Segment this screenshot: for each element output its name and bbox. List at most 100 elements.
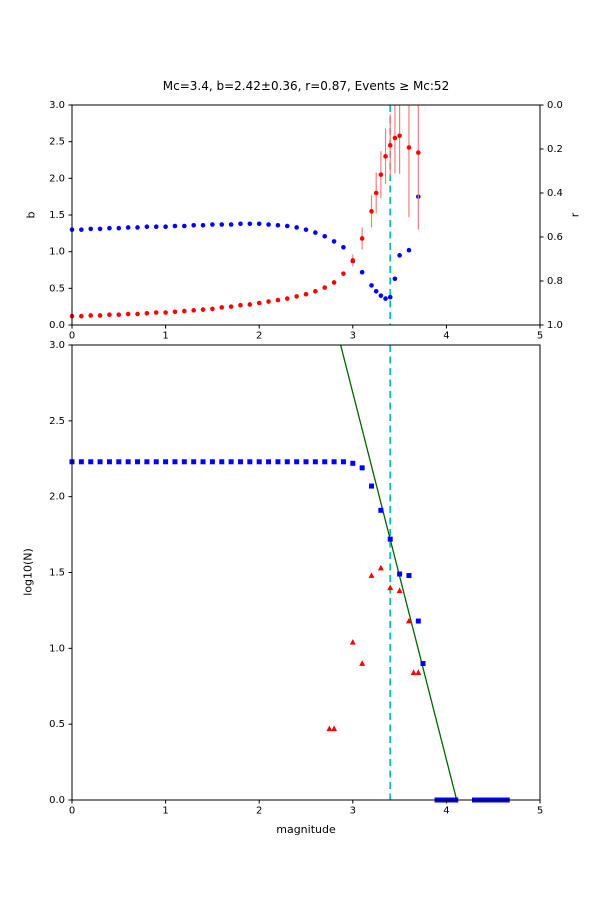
cumulative-counts-point xyxy=(331,459,337,465)
cumulative-counts-point xyxy=(415,618,421,624)
r-residual-vs-cutoff-point xyxy=(383,154,388,159)
r-residual-vs-cutoff-point xyxy=(200,307,206,312)
fmd-plot-xtick-label: 5 xyxy=(537,805,543,816)
r-residual-vs-cutoff-point xyxy=(135,311,140,317)
r-residual-vs-cutoff-point xyxy=(238,302,243,308)
b-value-vs-cutoff-point xyxy=(135,225,140,230)
cumulative-counts-point xyxy=(359,465,365,471)
r-residual-vs-cutoff-point xyxy=(284,296,290,301)
b-value-vs-cutoff-point xyxy=(191,222,196,228)
fmd-plot-ytick-label: 0.5 xyxy=(49,719,65,730)
bvalue-plot-xtick-label: 2 xyxy=(256,330,262,341)
cumulative-counts-point xyxy=(135,459,141,465)
cumulative-counts-point xyxy=(106,459,112,465)
b-value-vs-cutoff-point xyxy=(313,230,318,235)
bvalue-plot-right-ytick-label: 0.4 xyxy=(547,188,563,199)
noncumulative-counts-series xyxy=(326,564,422,732)
cumulative-counts-point xyxy=(275,459,281,465)
b-value-vs-cutoff-point xyxy=(284,223,290,229)
noncumulative-counts-point xyxy=(405,617,412,624)
bvalue-plot-ytick-label: 0.0 xyxy=(49,320,65,331)
bvalue-plot-right-ytick-label: 0.6 xyxy=(547,232,563,243)
b-value-vs-cutoff-point xyxy=(373,288,379,294)
cumulative-counts-point xyxy=(406,573,412,579)
r-residual-vs-cutoff-point xyxy=(210,306,215,312)
r-residual-vs-cutoff-point xyxy=(116,312,122,318)
fmd-plot-xtick-label: 3 xyxy=(350,805,356,816)
b-value-vs-cutoff-point xyxy=(107,225,112,231)
cumulative-counts-point xyxy=(284,459,290,465)
r-residual-vs-cutoff-point xyxy=(294,294,299,299)
fmd-plot: 0 1 2 3 4 5 0.0 0.5 1.0 1.5 2.0 2.5 3.0 xyxy=(49,340,543,816)
chart-title: Mc=3.4, b=2.42±0.36, r=0.87, Events ≥ Mc… xyxy=(162,79,450,93)
cumulative-counts-point xyxy=(237,459,243,465)
fmd-plot-ytick-label: 1.5 xyxy=(49,568,65,579)
fmd-plot-xtick-label: 0 xyxy=(69,805,75,816)
b-value-vs-cutoff-point xyxy=(125,225,131,230)
cumulative-counts-point xyxy=(266,459,272,465)
b-value-vs-cutoff-point xyxy=(341,244,346,250)
r-residual-vs-cutoff-point xyxy=(247,302,253,307)
b-value-vs-cutoff-point xyxy=(116,225,122,231)
cumulative-counts-point xyxy=(172,459,178,465)
cumulative-counts-point xyxy=(97,459,103,465)
r-residual-vs-cutoff-point xyxy=(373,190,379,196)
r-residual-vs-cutoff-point xyxy=(303,291,309,297)
cumulative-counts-point xyxy=(303,459,309,465)
top-plot-ylabel-right: r xyxy=(568,212,582,218)
r-residual-vs-cutoff-point xyxy=(153,310,159,315)
bvalue-plot-xtick-label: 3 xyxy=(350,330,356,341)
r-residual-vs-cutoff-point xyxy=(397,133,402,139)
b-value-vs-cutoff-point xyxy=(266,222,271,227)
cumulative-counts-point xyxy=(322,459,328,465)
b-value-vs-cutoff-point xyxy=(256,221,262,227)
r-residual-vs-cutoff-point xyxy=(79,313,84,319)
r-residual-vs-cutoff-point xyxy=(387,143,393,148)
bvalue-plot-xtick-label: 0 xyxy=(69,330,75,341)
r-residual-vs-cutoff-point xyxy=(228,304,234,309)
bvalue-plot-xtick-label: 1 xyxy=(162,330,168,341)
cumulative-counts-point xyxy=(200,459,206,465)
r-residual-vs-cutoff-point xyxy=(378,172,384,177)
r-residual-vs-cutoff-point xyxy=(256,300,262,306)
cumulative-counts-point xyxy=(387,536,393,542)
top-plot-ylabel-left: b xyxy=(24,211,38,219)
r-residual-vs-cutoff-point xyxy=(350,258,356,263)
r-residual-vs-cutoff-point xyxy=(322,285,328,290)
cumulative-counts-point xyxy=(294,459,300,465)
b-value-vs-cutoff-point xyxy=(294,225,299,230)
r-residual-vs-cutoff-point xyxy=(172,309,178,315)
cumulative-counts-point xyxy=(191,459,197,465)
r-residual-vs-cutoff-point xyxy=(341,271,346,276)
b-value-vs-cutoff-point xyxy=(322,233,328,239)
cumulative-counts-point xyxy=(144,459,150,465)
noncumulative-counts-point xyxy=(349,639,356,645)
b-value-vs-cutoff-point xyxy=(210,222,215,227)
b-value-vs-cutoff-point xyxy=(397,253,402,258)
cumulative-counts-point xyxy=(247,459,253,465)
r-residual-vs-cutoff-point xyxy=(107,312,112,318)
noncumulative-counts-point xyxy=(387,584,394,591)
cumulative-counts-point xyxy=(397,571,403,577)
bvalue-plot-ytick-label: 1.0 xyxy=(49,247,65,258)
noncumulative-counts-point xyxy=(410,669,417,675)
cumulative-counts-point xyxy=(228,459,234,465)
b-value-vs-cutoff-point xyxy=(228,222,234,227)
noncumulative-counts-point xyxy=(359,660,366,666)
noncumulative-counts-point xyxy=(368,572,375,578)
noncumulative-counts-point xyxy=(377,564,384,571)
bvalue-plot: 0 1 2 3 4 5 0.0 0.5 1.0 1.5 2.0 2.5 3.0 0.0 0.2 0.4 0.6 0… xyxy=(49,100,563,341)
b-value-vs-cutoff-point xyxy=(144,224,150,230)
cumulative-counts-point xyxy=(350,460,356,466)
b-value-vs-cutoff-point xyxy=(88,226,94,232)
cumulative-counts-point xyxy=(163,459,169,465)
cumulative-counts-point xyxy=(369,483,375,489)
fmd-plot-xtick-label: 4 xyxy=(443,805,449,816)
bvalue-plot-right-ytick-label: 0.0 xyxy=(547,100,563,111)
r-residual-vs-cutoff-point xyxy=(331,280,337,285)
r-residual-vs-cutoff-point xyxy=(369,209,374,214)
cumulative-counts-point xyxy=(378,507,384,513)
r-residual-vs-cutoff-point xyxy=(359,236,365,241)
